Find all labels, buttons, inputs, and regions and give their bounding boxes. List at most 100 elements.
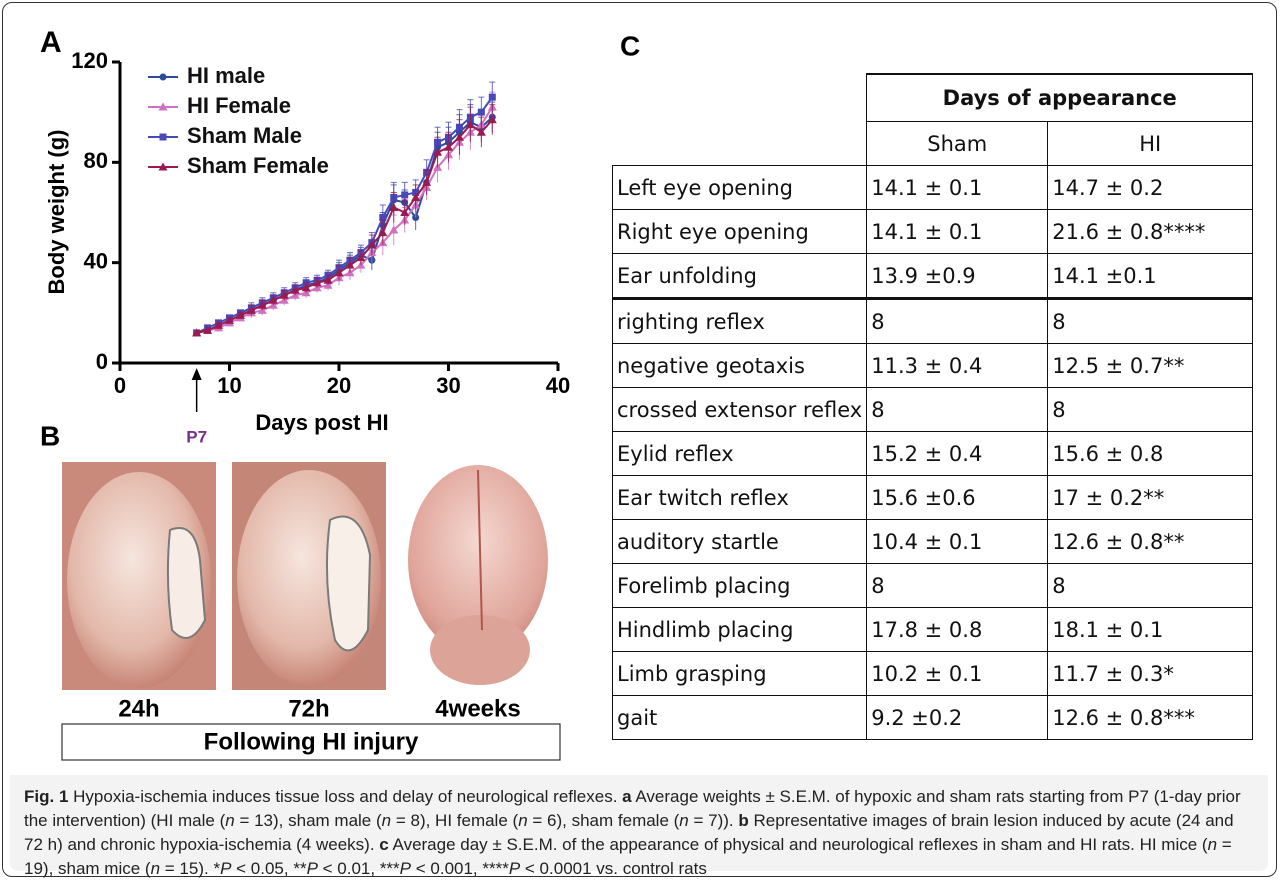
caption-text: P: [306, 859, 318, 878]
table-cell: 8: [1047, 563, 1254, 608]
y-tick-label: 40: [84, 248, 108, 273]
marker: [257, 300, 267, 309]
marker: [312, 278, 322, 287]
weight-chart: 0 40 80 120 0 10 20 30 40 Days post HI Body weight…: [44, 48, 570, 447]
table-cell: 8: [1047, 297, 1254, 344]
marker: [433, 147, 443, 156]
marker: [444, 142, 453, 151]
marker: [454, 132, 464, 141]
row-label: Left eye opening: [611, 165, 868, 210]
caption-box: [61, 723, 561, 761]
marker: [290, 285, 300, 294]
row-label: Eylid reflex: [611, 431, 868, 476]
table-row: Limb grasping 10.2 ± 0.1 11.7 ± 0.3*: [611, 651, 1254, 696]
table-cell: 11.7 ± 0.3*: [1047, 651, 1254, 696]
marker: [334, 268, 344, 277]
x-axis-label: Days post HI: [255, 410, 388, 435]
table-cell: 21.6 ± 0.8****: [1047, 209, 1254, 254]
caption-text: Average day ± S.E.M. of the appearance o…: [388, 835, 1208, 854]
marker: [401, 191, 409, 199]
marker: [389, 225, 399, 234]
caption-text: n: [518, 811, 528, 830]
caption-text: Hypoxia-ischemia induces tissue loss and…: [68, 787, 623, 806]
marker: [465, 120, 475, 129]
series-line: [196, 119, 494, 334]
cerebellum: [430, 615, 530, 685]
caption-text: n: [150, 859, 161, 878]
table-row: gait 9.2 ±0.2 12.6 ± 0.8***: [611, 695, 1254, 740]
table-cell: 17.8 ± 0.8: [866, 607, 1049, 652]
lesion-outline: [325, 515, 372, 652]
images-caption: Following HI injury: [204, 728, 419, 755]
y-axis-label: Body weight (g): [44, 130, 69, 295]
table-cell: 14.7 ± 0.2: [1047, 165, 1254, 210]
marker: [476, 127, 486, 136]
table-cell: 12.6 ± 0.8***: [1047, 695, 1254, 740]
marker: [488, 93, 496, 101]
table-cell: 12.5 ± 0.7**: [1047, 343, 1254, 388]
marker: [422, 177, 432, 186]
table-cell: 9.2 ±0.2: [866, 695, 1049, 740]
panel-label: A: [40, 26, 62, 59]
marker: [268, 295, 278, 304]
table-row: crossed extensor reflex 8 8: [611, 387, 1254, 432]
marker: [279, 290, 289, 299]
caption-text: n: [381, 811, 392, 830]
marker: [487, 115, 497, 124]
caption-text: Average weights ± S.E.M. of hypoxic and …: [24, 787, 1241, 830]
table-row: Left eye opening 14.1 ± 0.1 14.7 ± 0.2: [611, 165, 1254, 210]
caption-text: = 15). *: [160, 859, 221, 878]
marker: [225, 315, 234, 324]
marker: [214, 320, 224, 329]
table-cell: 17 ± 0.2**: [1047, 475, 1254, 520]
series-line: [196, 106, 494, 334]
marker: [158, 102, 168, 111]
caption-text: P: [399, 859, 412, 878]
caption-text: < 0.0001 vs. control rats: [520, 859, 707, 878]
caption-text: < 0.01, ***: [317, 859, 400, 878]
marker: [323, 275, 333, 284]
marker: [411, 192, 421, 201]
row-label: Ear unfolding: [611, 253, 868, 299]
panel-label: B: [40, 420, 60, 451]
table-cell: 8: [866, 297, 1049, 344]
y-tick-label: 80: [84, 148, 108, 173]
caption-text: n: [225, 811, 235, 830]
marker: [367, 240, 377, 249]
caption-text: < 0.001, ****: [411, 859, 509, 878]
image-label: 72h: [288, 695, 329, 722]
table-header: Days of appearance: [866, 73, 1254, 122]
legend-label: Sham Female: [187, 153, 329, 178]
marker: [378, 228, 388, 237]
midline: [477, 469, 483, 631]
caption-text: = 7)).: [688, 811, 739, 830]
marker: [400, 208, 410, 216]
table-cell: 18.1 ± 0.1: [1047, 607, 1254, 652]
row-label: Hindlimb placing: [611, 607, 868, 652]
figure-caption: Fig. 1 Hypoxia-ischemia induces tissue l…: [10, 775, 1268, 878]
brain: [408, 465, 548, 655]
column-header: HI: [1047, 121, 1254, 166]
table-row: negative geotaxis 11.3 ± 0.4 12.5 ± 0.7**: [611, 343, 1254, 388]
panel-label: C: [620, 30, 640, 61]
caption-text: = 8), HI female (: [391, 811, 519, 830]
marker: [158, 162, 168, 171]
marker: [192, 328, 202, 337]
row-label: crossed extensor reflex: [611, 387, 868, 432]
table-row: Ear unfolding 13.9 ±0.9 14.1 ±0.1: [611, 253, 1254, 299]
marker: [159, 73, 167, 81]
table-cell: 11.3 ± 0.4: [866, 343, 1049, 388]
table-cell: 15.6 ±0.6: [866, 475, 1049, 520]
x-tick-label: 0: [114, 373, 126, 398]
caption-text: P: [220, 859, 232, 878]
table-cell: 8: [866, 563, 1049, 608]
table-body: Left eye opening 14.1 ± 0.1 14.7 ± 0.2 Righ…: [611, 165, 1254, 740]
table-row: Hindlimb placing 17.8 ± 0.8 18.1 ± 0.1: [611, 607, 1254, 652]
marker: [356, 253, 366, 262]
x-tick-label: 20: [327, 373, 351, 398]
row-label: Forelimb placing: [611, 563, 868, 608]
table-cell: 14.1 ± 0.1: [866, 209, 1049, 254]
table-row: Forelimb placing 8 8: [611, 563, 1254, 608]
